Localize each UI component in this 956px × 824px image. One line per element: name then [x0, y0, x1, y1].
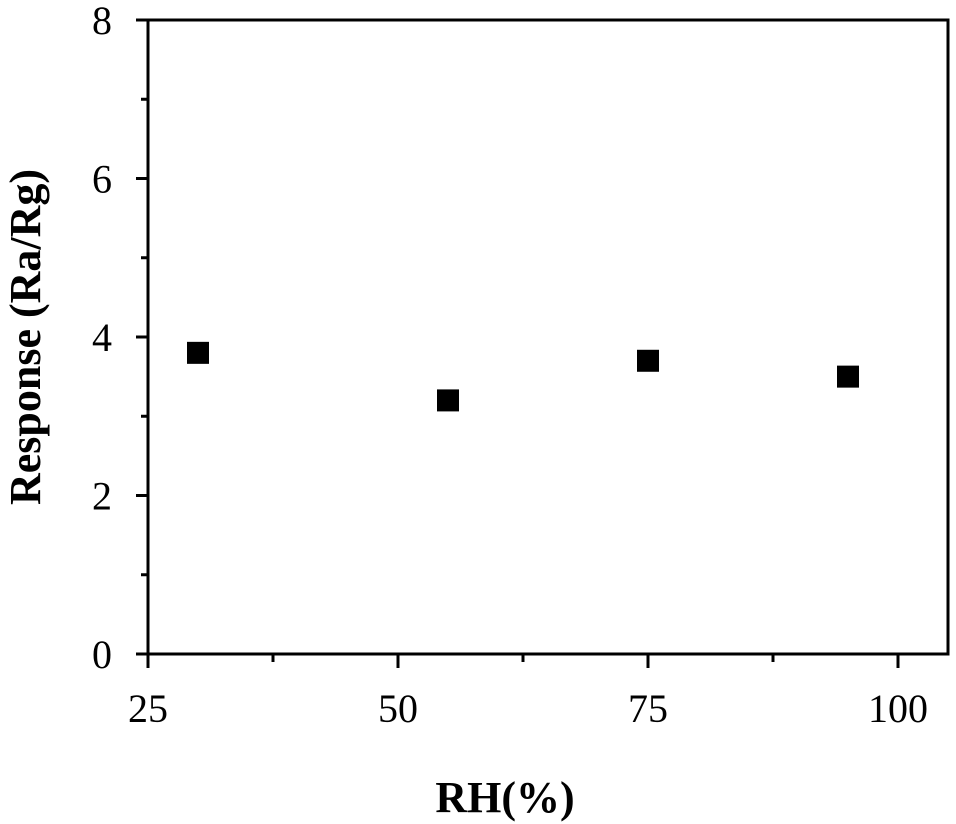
x-tick-label: 75 — [628, 686, 668, 731]
x-tick-label: 50 — [378, 686, 418, 731]
point — [837, 365, 859, 388]
y-tick-label: 0 — [92, 632, 112, 677]
x-tick-label: 25 — [128, 686, 168, 731]
y-axis-title: Response (Ra/Rg) — [1, 169, 50, 505]
point — [437, 389, 459, 412]
x-tick-label: 100 — [868, 686, 928, 731]
y-tick-label: 4 — [92, 315, 112, 360]
x-axis-title: RH(%) — [435, 773, 574, 822]
point — [637, 349, 659, 372]
y-tick-label: 6 — [92, 157, 112, 202]
plot-frame — [146, 18, 950, 656]
point — [187, 341, 209, 364]
y-tick-label: 2 — [92, 474, 112, 519]
y-tick-label: 8 — [92, 0, 112, 43]
